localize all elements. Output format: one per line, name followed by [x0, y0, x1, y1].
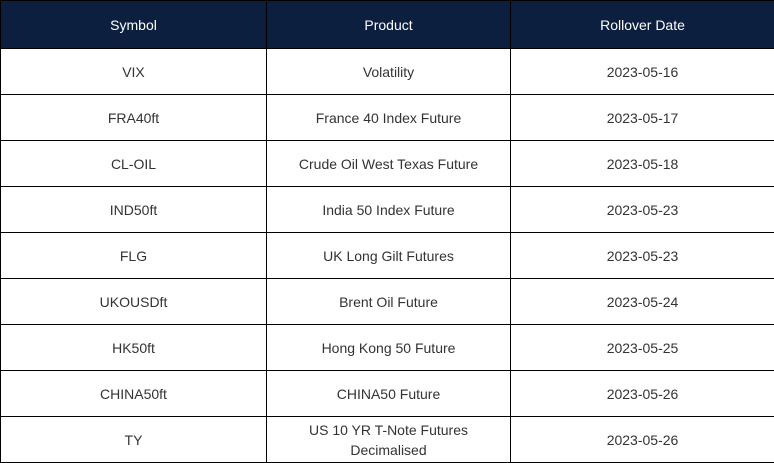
header-cell: Rollover Date: [511, 1, 774, 49]
table-cell: FRA40ft: [1, 95, 267, 141]
table-cell: Hong Kong 50 Future: [267, 325, 511, 371]
table-cell: India 50 Index Future: [267, 187, 511, 233]
header-cell: Symbol: [1, 1, 267, 49]
table-cell: CHINA50 Future: [267, 371, 511, 417]
table-cell: US 10 YR T-Note Futures Decimalised: [267, 417, 511, 463]
table-cell: Crude Oil West Texas Future: [267, 141, 511, 187]
table-cell: 2023-05-26: [511, 371, 774, 417]
table-cell: 2023-05-18: [511, 141, 774, 187]
table-cell: 2023-05-24: [511, 279, 774, 325]
table-cell: 2023-05-23: [511, 233, 774, 279]
table-cell: UK Long Gilt Futures: [267, 233, 511, 279]
table-cell: UKOUSDft: [1, 279, 267, 325]
table-cell: 2023-05-17: [511, 95, 774, 141]
table-cell: France 40 Index Future: [267, 95, 511, 141]
table-cell: Volatility: [267, 49, 511, 95]
table-cell: 2023-05-26: [511, 417, 774, 463]
table-cell: CL-OIL: [1, 141, 267, 187]
table-cell: HK50ft: [1, 325, 267, 371]
table-cell: VIX: [1, 49, 267, 95]
table-cell: 2023-05-23: [511, 187, 774, 233]
table-cell: IND50ft: [1, 187, 267, 233]
table-cell: FLG: [1, 233, 267, 279]
table-cell: 2023-05-16: [511, 49, 774, 95]
table-cell: Brent Oil Future: [267, 279, 511, 325]
table-cell: CHINA50ft: [1, 371, 267, 417]
table-cell: TY: [1, 417, 267, 463]
header-cell: Product: [267, 1, 511, 49]
table-cell: 2023-05-25: [511, 325, 774, 371]
